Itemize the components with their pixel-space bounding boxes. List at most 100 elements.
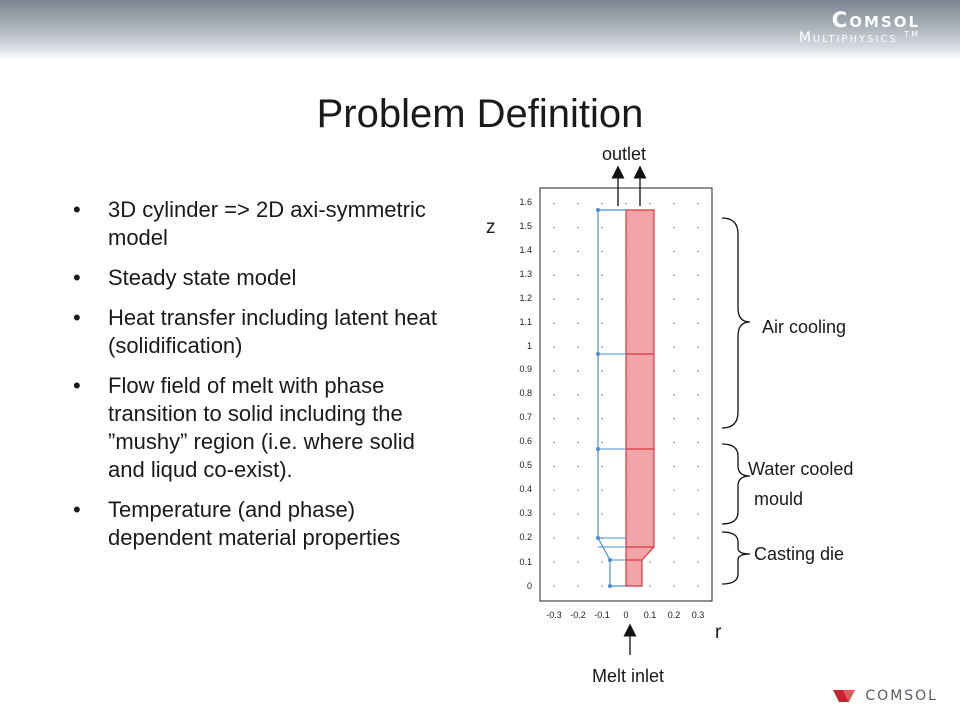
grid-dot [649,561,651,563]
grid-dot [673,441,675,444]
grid-dot [601,346,603,348]
grid-dot [697,346,699,348]
grid-dot [577,322,579,324]
bullet-item: Flow field of melt with phase transition… [70,372,440,484]
page-title: Problem Definition [316,92,644,136]
grid-dot [697,202,699,205]
grid-dot [601,561,603,563]
grid-dot [697,322,699,324]
bullet-item: Heat transfer including latent heat (sol… [70,304,440,360]
water-cooled-label-line2: mould [754,489,803,509]
r-tick-label: -0.3 [546,610,562,620]
grid-dot [577,370,579,372]
grid-dot [553,489,555,492]
z-tick-label: 0.8 [519,388,532,398]
grid-dot [673,250,675,253]
grid-dot [673,298,675,301]
grid-dot [577,346,579,348]
z-tick-label: 1.1 [519,317,532,327]
grid-dot [577,226,579,229]
grid-dot [673,537,675,540]
z-tick-label: 1.3 [519,269,532,279]
grid-dot [601,465,603,468]
z-tick-label: 0.1 [519,557,532,567]
z-tick-label: 1.2 [519,293,532,303]
grid-dot [553,274,555,277]
grid-dot [697,465,699,468]
z-tick-label: 0.7 [519,412,532,422]
r-axis-label: r [715,622,722,643]
grid-dot [577,274,579,277]
grid-dot [625,202,627,205]
brace-water-mould [721,443,751,525]
brand-line-2: Multiphysics TM [799,30,920,46]
bullet-item: Temperature (and phase) dependent materi… [70,496,440,552]
grid-dot [577,298,579,301]
grid-dot [697,250,699,253]
grid-dot [673,585,675,587]
footer-logo: COMSOL [831,686,938,706]
vertex-point [596,447,600,451]
grid-dot [601,370,603,372]
grid-dot [673,346,675,348]
grid-dot [697,298,699,301]
grid-dot [601,298,603,301]
vertex-point [608,584,612,588]
grid-dot [553,322,555,324]
bullet-list: 3D cylinder => 2D axi-symmetric model St… [70,196,440,564]
grid-dot [601,417,603,420]
outlet-label: outlet [602,144,646,164]
grid-dot [553,513,555,516]
grid-dot [577,561,579,563]
grid-dot [577,393,579,396]
grid-dot [553,298,555,301]
grid-dot [697,513,699,516]
grid-dot [553,393,555,396]
vertex-point [596,352,600,356]
grid-dot [697,585,699,587]
grid-dot [553,202,555,205]
grid-dot [601,513,603,516]
grid-dot [553,561,555,563]
grid-dot [577,417,579,420]
inlet-label: Melt inlet [592,666,664,686]
brand-logo-top: Comsol Multiphysics TM [799,8,920,46]
grid-dot [577,202,579,205]
grid-dot [553,585,555,587]
comsol-logo-icon [833,690,856,702]
grid-dot [553,370,555,372]
vertex-point [608,558,612,562]
grid-dot [553,226,555,229]
water-cooled-label-line1: Water cooled [748,459,853,479]
z-tick-label: 0 [527,581,532,591]
grid-dot [697,441,699,444]
grid-dot [697,370,699,372]
grid-dot [553,465,555,468]
grid-dot [577,585,579,587]
grid-dot [673,561,675,563]
casting-die-label: Casting die [754,544,844,564]
bullet-item: 3D cylinder => 2D axi-symmetric model [70,196,440,252]
footer-logo-text: COMSOL [865,688,938,704]
grid-dot [577,465,579,468]
grid-dot [601,393,603,396]
grid-dot [673,465,675,468]
grid-dot [601,322,603,324]
r-tick-label: 0.2 [668,610,681,620]
grid-dot [697,226,699,229]
z-tick-label: 1.6 [519,197,532,207]
grid-dot [697,489,699,492]
melt-domain [625,209,655,587]
grid-dot [673,489,675,492]
r-tick-label: 0.1 [644,610,657,620]
z-tick-label: 1.4 [519,245,532,255]
z-tick-label: 0.6 [519,436,532,446]
grid-dot [577,441,579,444]
vertex-point [596,536,600,540]
grid-dot [553,537,555,540]
brand-line-1: Comsol [831,8,920,32]
grid-dot [601,585,603,587]
grid-dot [577,250,579,253]
brace-casting-die [721,531,751,585]
